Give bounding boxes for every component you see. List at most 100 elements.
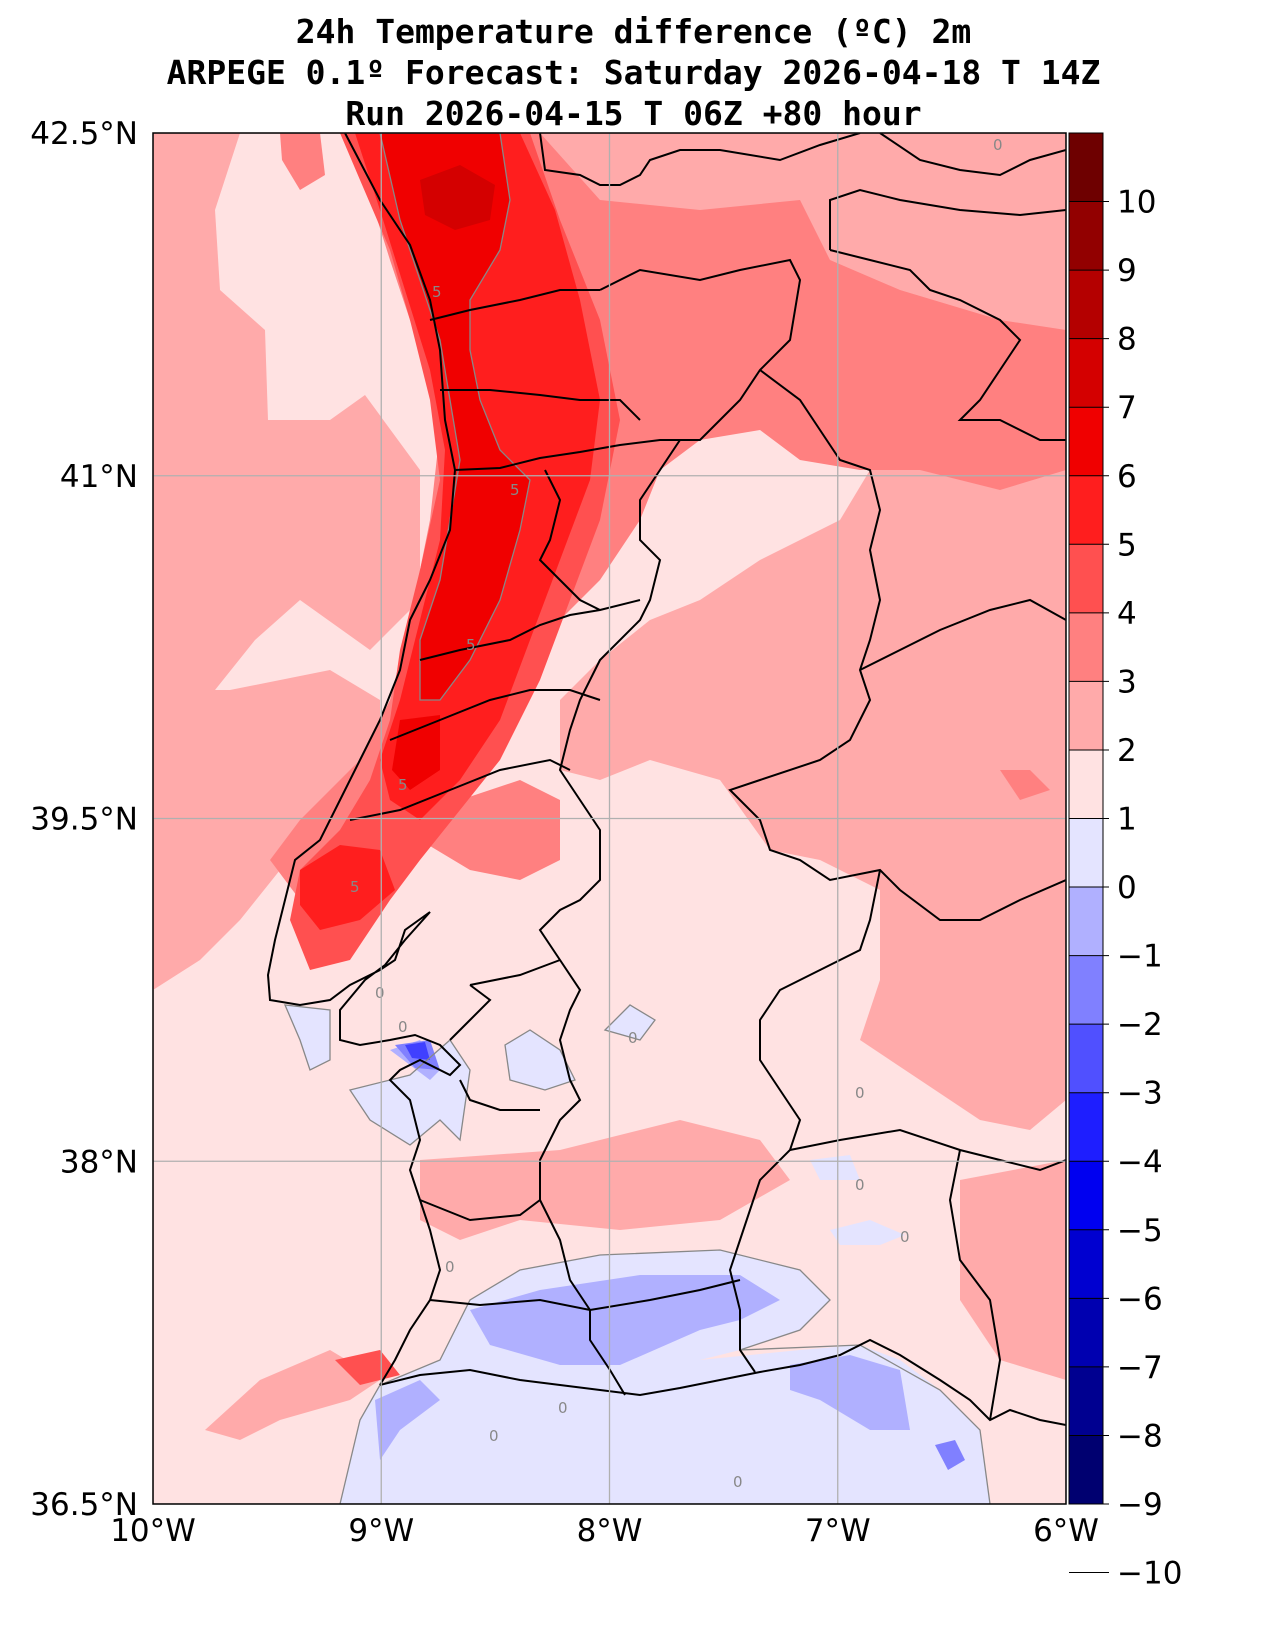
spain-northeast-border [879,133,1066,177]
portugal-district-7 [349,758,571,821]
x-tick-label: 10°W [110,1513,196,1549]
colorbar-label: −10 [1117,1556,1182,1592]
field-band-3-4-south [335,1350,400,1385]
title-line-1: 24h Temperature difference (ºC) 2m [295,12,972,51]
portugal-district-2 [440,389,641,421]
colorbar-label: 7 [1117,390,1137,426]
field-band-neg-0-1-inland-2 [605,1005,655,1040]
colorbar-segment [1069,1024,1103,1094]
spain-interior-border-7 [829,188,1066,250]
colorbar-segment [1069,681,1103,751]
colorbar-segment [1069,133,1103,203]
colorbar-label: 3 [1117,664,1137,700]
colorbar-label: 4 [1117,596,1137,632]
south-coastline [379,1338,1066,1426]
colorbar-segment [1069,1092,1103,1162]
contour-label: 5 [432,283,442,301]
x-tick-label: 8°W [577,1513,643,1549]
portugal-district-9 [459,1079,540,1111]
field-band-6-7 [420,165,495,230]
colorbar-segment [1069,407,1103,477]
colorbar-segment [1069,955,1103,1025]
contour-label: 0 [375,984,385,1002]
contour-label: 5 [398,776,408,794]
field-band-2-3-spot-top-left [280,133,325,190]
plot-frame [152,132,1067,1505]
field-band-neg-0-1-east-2 [830,1220,905,1245]
spain-interior-border-6 [829,249,1066,441]
contour-label: 0 [628,1029,638,1047]
colorbar-segment [1069,887,1103,957]
colorbar-label: 10 [1117,185,1156,221]
x-axis-labels: 10°W 9°W 8°W 7°W 6°W [110,1513,1099,1549]
colorbar-label: 0 [1117,870,1137,906]
portugal-district-6 [389,689,601,741]
spain-interior-border-3 [728,869,881,1373]
x-tick-label: 6°W [1033,1513,1099,1549]
contour-label: 0 [855,1084,865,1102]
colorbar-segment [1069,749,1103,819]
west-coastline [266,133,462,1386]
field-band-1-2-west-south [153,670,380,990]
contour-labels: 0 5 5 5 5 5 0 0 0 0 0 0 0 0 0 0 [350,136,1003,1491]
y-tick-label: 39.5°N [30,802,138,838]
colorbar-segment [1069,818,1103,888]
spain-interior-border-1 [728,369,1066,921]
y-tick-label: 42.5°N [30,116,138,152]
colorbar-segment [1069,270,1103,340]
field-band-1-2-southwest [205,1350,380,1440]
colorbar-label: 6 [1117,459,1137,495]
field-band-1-2-west [153,133,420,690]
field-band-neg-0-1-west [285,1005,330,1070]
colorbar-segment [1069,475,1103,545]
colorbar-label: 1 [1117,802,1137,838]
colorbar-label: −1 [1117,939,1163,975]
title-line-3: Run 2026-04-15 T 06Z +80 hour [345,94,922,133]
y-tick-label: 38°N [60,1144,138,1180]
contour-label: 5 [350,878,360,896]
colorbar-label: −3 [1117,1076,1163,1112]
portugal-district-11 [429,1279,741,1312]
field-band-neg-0-1-inland [505,1030,575,1090]
contour-label: 0 [855,1176,865,1194]
contour-label: 0 [398,1018,408,1036]
temperature-field: 0 5 5 5 5 5 0 0 0 0 0 0 0 0 0 0 [153,133,1066,1504]
colorbar-label: −8 [1117,1418,1163,1454]
field-band-neg-1-2-south [470,1275,780,1365]
field-band-neg-1-2-southeast [790,1355,910,1430]
field-band-1-2-southeast [860,860,1066,1130]
x-tick-label: 9°W [348,1513,414,1549]
contour-lines [283,133,991,1504]
colorbar-label: 9 [1117,253,1137,289]
colorbar-segment [1069,544,1103,614]
colorbar-label: 8 [1117,322,1137,358]
colorbar-label: −5 [1117,1213,1163,1249]
contour-label: 5 [466,636,476,654]
colorbar-label: −7 [1117,1350,1163,1386]
colorbar-label: 5 [1117,527,1137,563]
colorbar-label: −9 [1117,1487,1163,1523]
field-band-4-5-lisbon-north [300,845,395,930]
contour-label: 0 [900,1228,910,1246]
contour-label: 0 [993,136,1003,154]
spain-interior-border-5 [948,1149,1002,1421]
field-band-neg-3-4-spot [405,1042,430,1060]
colorbar-segment [1069,1161,1103,1231]
field-band-neg-2-3-east [935,1440,965,1470]
field-band-1-2-southeast-coast [960,1160,1066,1380]
y-tick-label: 41°N [60,459,138,495]
colorbar-segment [1069,201,1103,271]
y-axis-labels: 42.5°N 41°N 39.5°N 38°N 36.5°N [30,116,138,1523]
title-line-2: ARPEGE 0.1º Forecast: Saturday 2026-04-1… [166,53,1101,92]
contour-label: 0 [733,1473,743,1491]
colorbar-label: −2 [1117,1007,1163,1043]
portugal-district-10 [419,1199,541,1222]
field-band-5-6 [380,133,530,700]
spain-interior-border-2 [859,598,1066,671]
field-band-neg-1-2-southwest [375,1380,440,1460]
portugal-district-3 [454,439,700,471]
colorbar-segment [1069,1229,1103,1299]
colorbar-segment [1069,1435,1103,1505]
